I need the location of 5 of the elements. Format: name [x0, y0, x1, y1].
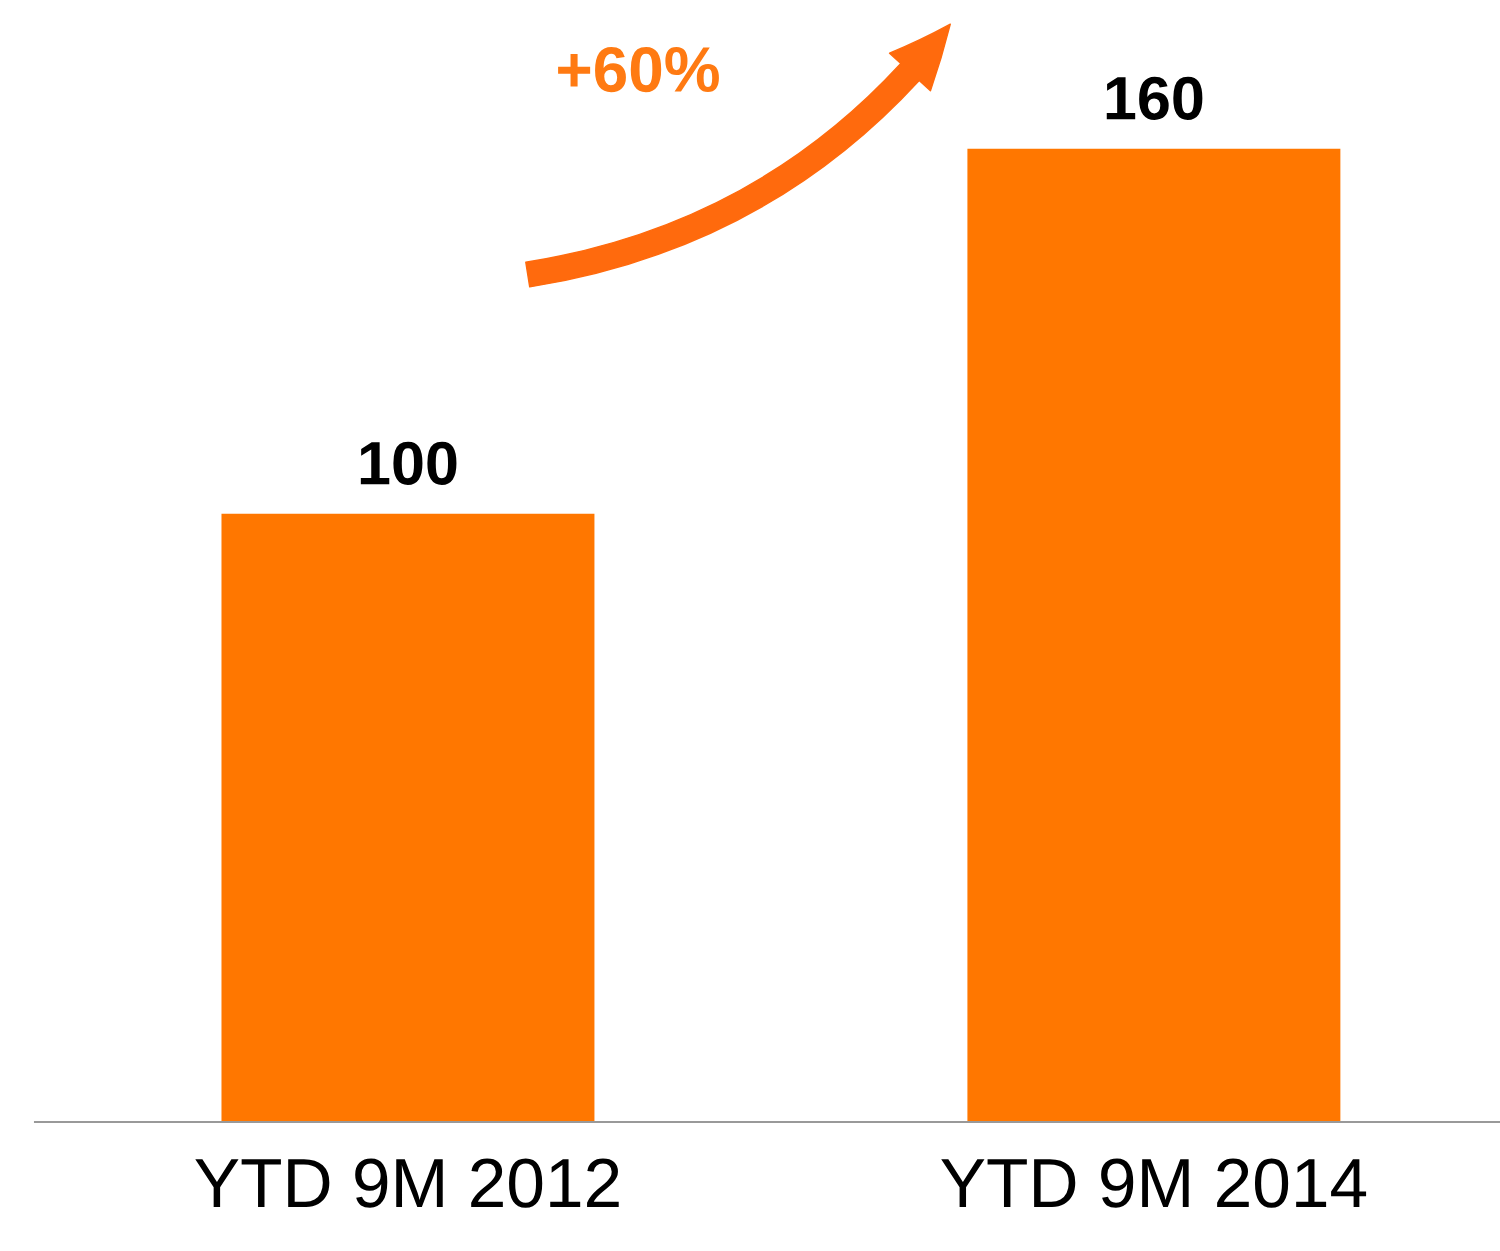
x-tick-label: YTD 9M 2014: [941, 1158, 1367, 1208]
data-label: 160: [1106, 76, 1203, 120]
text: +60%: [558, 46, 719, 93]
x-tick-label: YTD 9M 2012: [195, 1158, 619, 1208]
data-label: 100: [360, 441, 457, 485]
